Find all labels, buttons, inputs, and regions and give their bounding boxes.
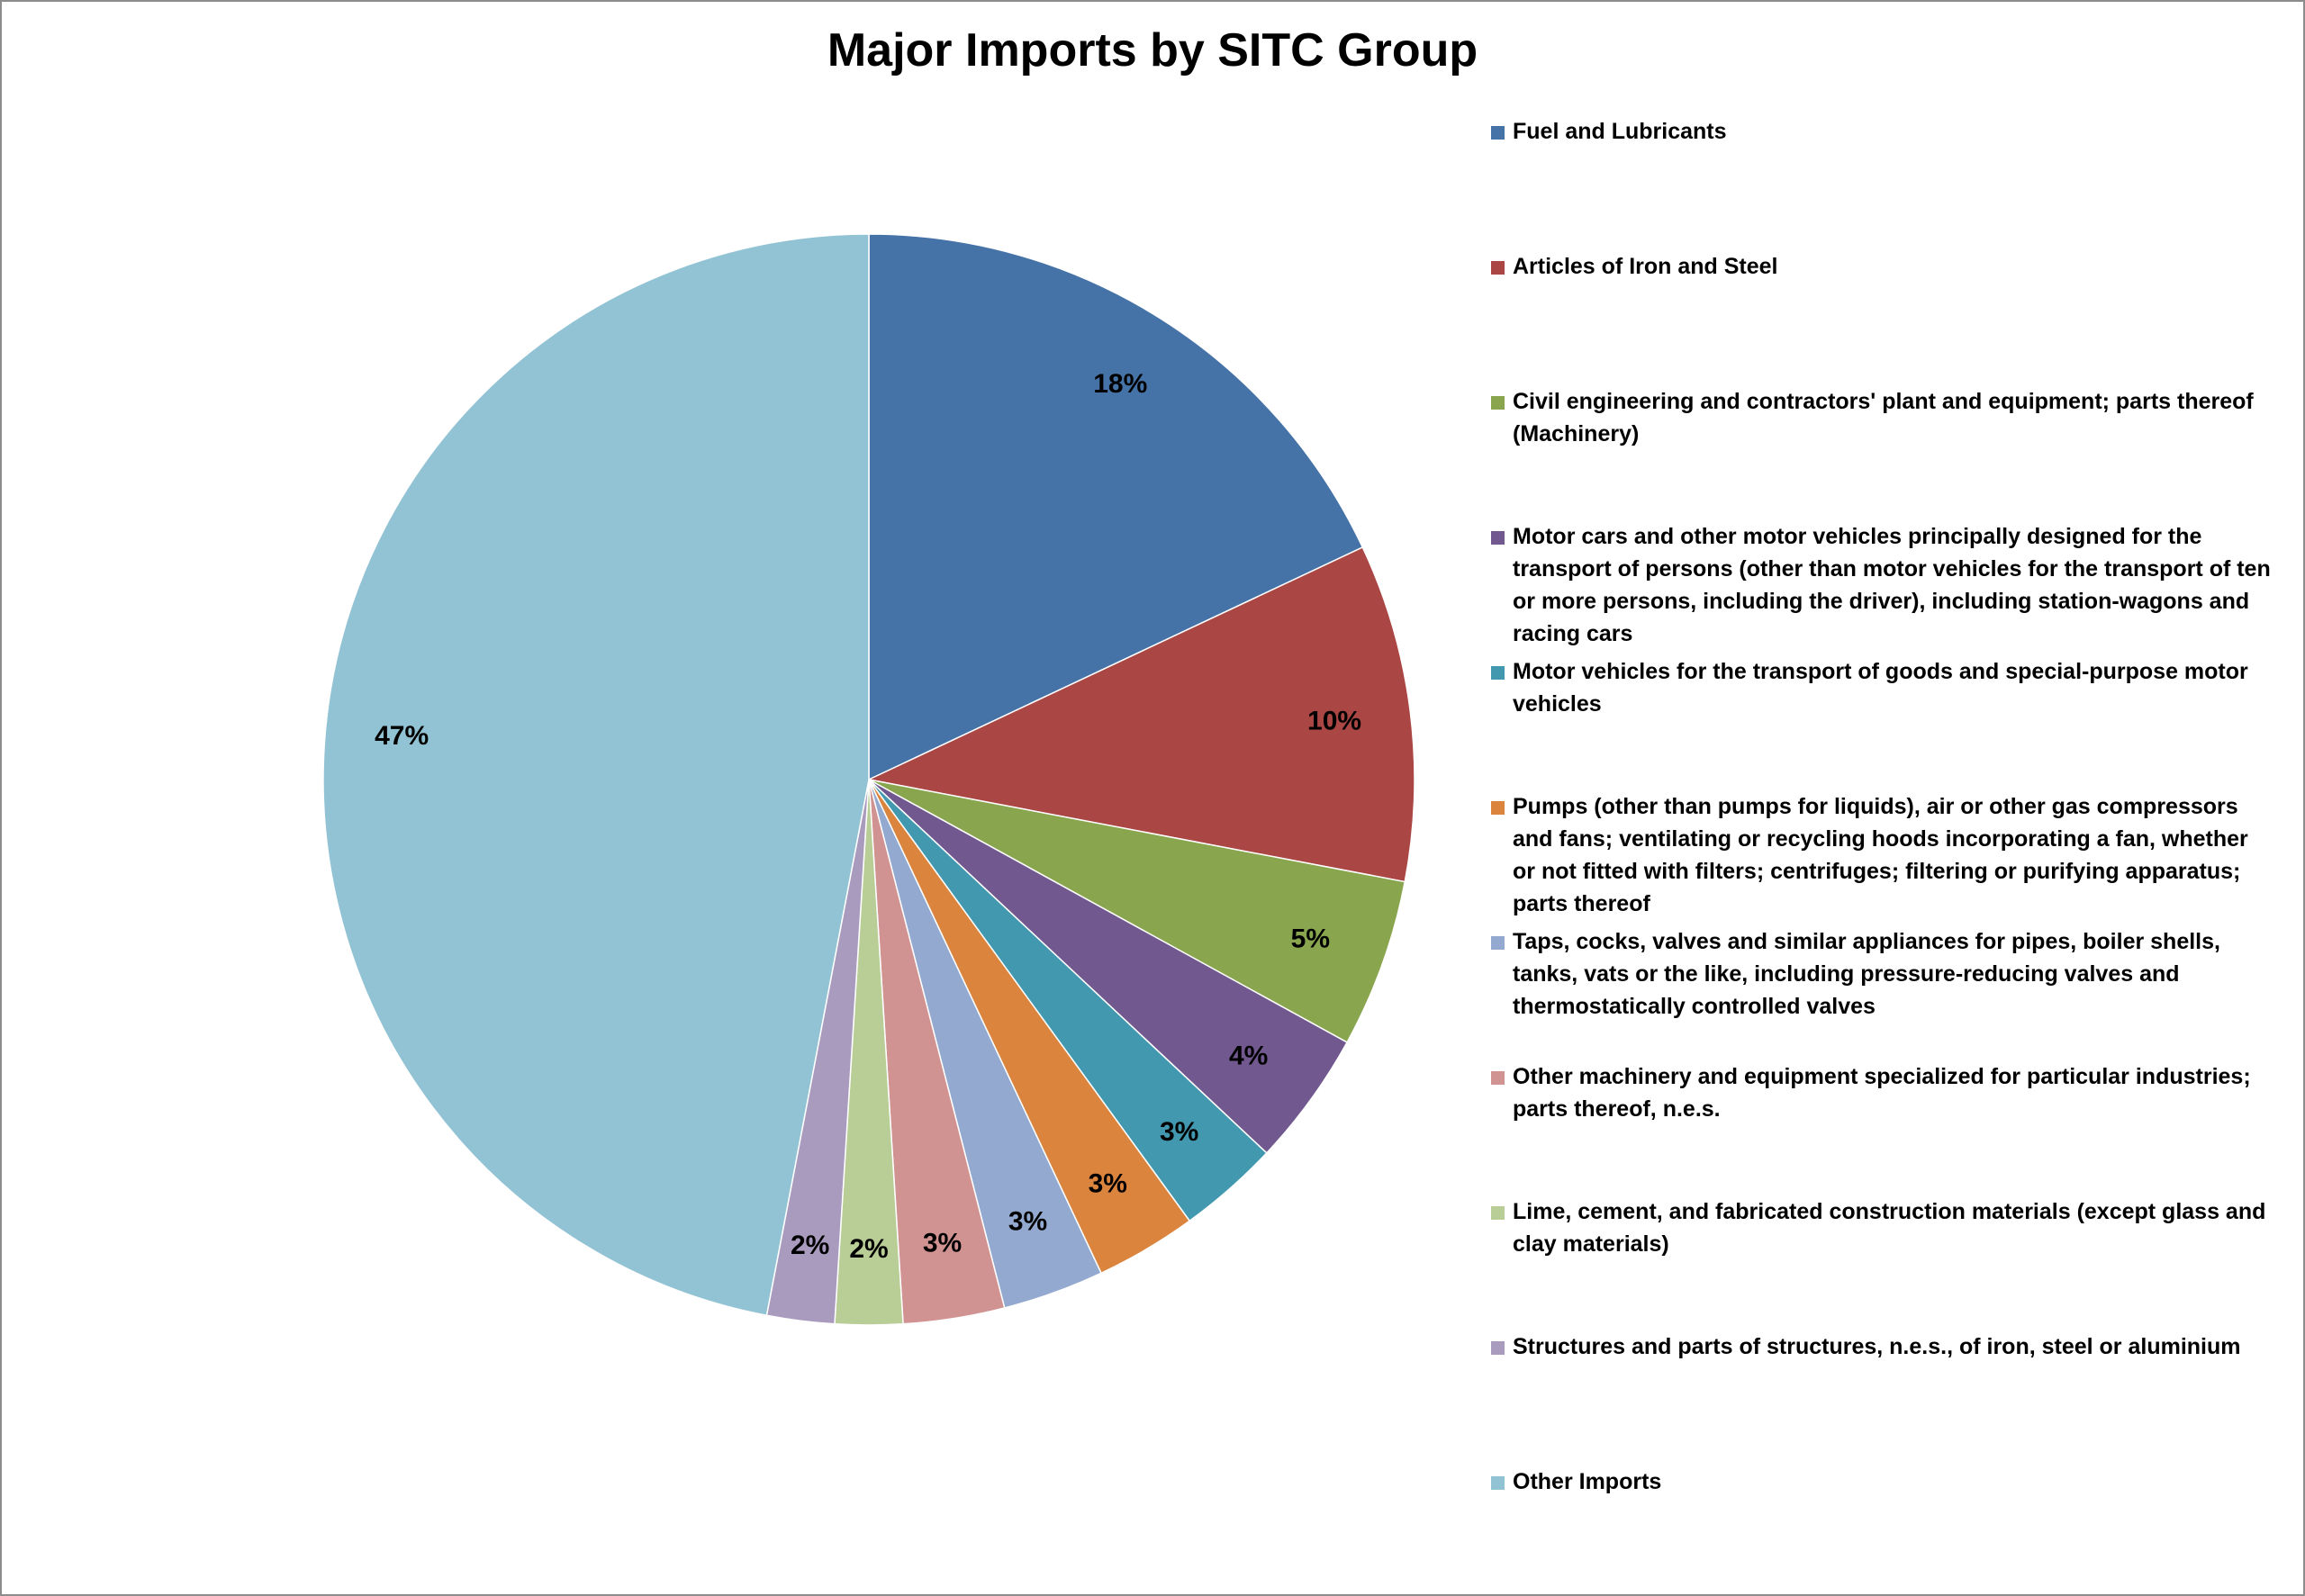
- legend-swatch: [1491, 1476, 1505, 1490]
- legend-swatch: [1491, 1071, 1505, 1085]
- slice-label: 3%: [1160, 1117, 1198, 1147]
- legend-label: Taps, cocks, valves and similar applianc…: [1513, 929, 2220, 1019]
- slice-label: 3%: [1008, 1206, 1047, 1236]
- legend-item: Taps, cocks, valves and similar applianc…: [1491, 925, 2274, 1023]
- legend-swatch: [1491, 261, 1505, 275]
- legend-item: Other Imports: [1491, 1465, 2274, 1498]
- slice-label: 4%: [1229, 1041, 1268, 1070]
- legend-item: Civil engineering and contractors' plant…: [1491, 385, 2274, 450]
- slice-label: 2%: [849, 1234, 888, 1264]
- legend-swatch: [1491, 801, 1505, 815]
- slice-label: 2%: [791, 1231, 829, 1260]
- legend-label: Other Imports: [1513, 1469, 1662, 1494]
- legend-item: Lime, cement, and fabricated constructio…: [1491, 1195, 2274, 1260]
- legend-item: Other machinery and equipment specialize…: [1491, 1060, 2274, 1125]
- pie-slice: [868, 233, 1364, 781]
- slice-label: 3%: [923, 1229, 962, 1258]
- slice-label: 3%: [1089, 1169, 1127, 1199]
- legend-item: Motor vehicles for the transport of good…: [1491, 655, 2274, 720]
- legend-swatch: [1491, 531, 1505, 545]
- legend-swatch: [1491, 936, 1505, 950]
- legend-item: Motor cars and other motor vehicles prin…: [1491, 520, 2274, 650]
- legend-item: Articles of Iron and Steel: [1491, 250, 2274, 283]
- legend-label: Pumps (other than pumps for liquids), ai…: [1513, 794, 2248, 916]
- legend-swatch: [1491, 1206, 1505, 1220]
- legend-label: Lime, cement, and fabricated constructio…: [1513, 1199, 2266, 1257]
- legend-swatch: [1491, 1341, 1505, 1355]
- legend-item: Fuel and Lubricants: [1491, 115, 2274, 148]
- legend-label: Other machinery and equipment specialize…: [1513, 1064, 2251, 1122]
- slice-label: 10%: [1307, 707, 1361, 736]
- legend-label: Fuel and Lubricants: [1513, 119, 1727, 144]
- legend-label: Motor cars and other motor vehicles prin…: [1513, 524, 2271, 646]
- legend-label: Articles of Iron and Steel: [1513, 254, 1778, 279]
- legend-label: Motor vehicles for the transport of good…: [1513, 659, 2248, 717]
- chart-title: Major Imports by SITC Group: [827, 24, 1478, 77]
- legend-label: Civil engineering and contractors' plant…: [1513, 389, 2254, 446]
- pie-slice: [868, 779, 1406, 1043]
- legend-label: Structures and parts of structures, n.e.…: [1513, 1334, 2241, 1359]
- legend-swatch: [1491, 666, 1505, 680]
- legend-swatch: [1491, 396, 1505, 410]
- slice-label: 5%: [1291, 924, 1330, 954]
- legend-item: Structures and parts of structures, n.e.…: [1491, 1330, 2274, 1363]
- legend-item: Pumps (other than pumps for liquids), ai…: [1491, 790, 2274, 920]
- slice-label: 47%: [375, 721, 429, 751]
- pie-slice: [866, 546, 1415, 883]
- legend-swatch: [1491, 126, 1505, 140]
- pie-slice: [322, 233, 870, 1317]
- slice-label: 18%: [1093, 369, 1147, 399]
